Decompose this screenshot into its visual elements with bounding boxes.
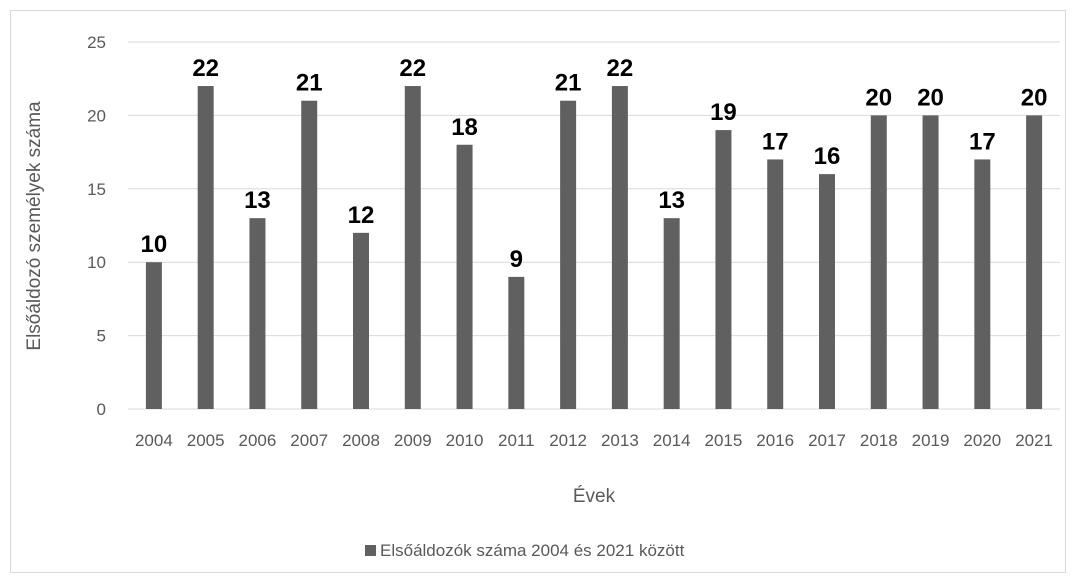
data-label-2013: 22: [607, 55, 634, 82]
data-label-2004: 10: [141, 231, 168, 258]
data-labels: 10 22 13 21 12 22 18 9 21 22 13 19 17 16 20 20 17 20: [141, 55, 1048, 273]
bar-2015: [715, 130, 732, 409]
y-tick-label: 10: [87, 253, 106, 272]
bar-2018: [870, 115, 887, 410]
x-tick-label-2011: 2011: [498, 431, 535, 450]
bar-2008: [353, 232, 369, 409]
bar-2007: [301, 100, 318, 409]
data-label-2007: 21: [296, 70, 323, 97]
x-axis-title: Évek: [573, 486, 616, 507]
data-label-2017: 16: [814, 143, 841, 170]
x-tick-label-2009: 2009: [394, 431, 432, 450]
data-label-2012: 21: [555, 70, 582, 97]
x-tick-label-2012: 2012: [549, 431, 587, 450]
gridlines: [128, 41, 1060, 410]
x-tick-label-2006: 2006: [239, 431, 277, 450]
data-label-2010: 18: [451, 114, 478, 141]
bar-2005: [197, 86, 214, 409]
bar-2012: [560, 100, 577, 409]
x-tick-label-2014: 2014: [653, 431, 691, 450]
x-tick-label-2010: 2010: [446, 431, 484, 450]
bar-2014: [663, 218, 680, 409]
x-tick-label-2005: 2005: [187, 431, 225, 450]
data-label-2016: 17: [762, 128, 789, 155]
x-tick-label-2017: 2017: [808, 431, 846, 450]
bar-2004: [145, 262, 162, 409]
y-axis-tick-labels: 0 5 10 15 20 25: [87, 33, 106, 419]
data-label-2005: 22: [192, 55, 219, 82]
data-label-2020: 17: [969, 128, 996, 155]
chart-frame: [10, 10, 1066, 573]
legend: Elsőáldozók száma 2004 és 2021 között: [365, 541, 685, 560]
data-label-2019: 20: [917, 84, 944, 111]
x-tick-label-2008: 2008: [342, 431, 380, 450]
y-tick-label: 25: [87, 33, 106, 52]
y-tick-label: 15: [87, 180, 106, 199]
data-label-2006: 13: [244, 187, 271, 214]
y-tick-label: 0: [97, 400, 106, 419]
x-tick-label-2016: 2016: [756, 431, 794, 450]
bar-2021: [1026, 115, 1043, 410]
bar-2016: [767, 159, 784, 409]
bar-2013: [611, 86, 628, 409]
bar-2019: [922, 115, 939, 410]
x-tick-label-2018: 2018: [860, 431, 898, 450]
bar-2017: [819, 174, 835, 409]
x-tick-label-2007: 2007: [290, 431, 328, 450]
data-label-2015: 19: [710, 99, 737, 126]
y-axis-title: Elsőáldozó személyek száma: [24, 101, 45, 351]
bars: [145, 86, 1043, 410]
data-label-2011: 9: [510, 246, 523, 273]
x-tick-label-2020: 2020: [963, 431, 1001, 450]
bar-2011: [508, 276, 525, 409]
data-label-2008: 12: [348, 202, 375, 229]
x-tick-label-2004: 2004: [135, 431, 173, 450]
x-tick-label-2013: 2013: [601, 431, 639, 450]
legend-swatch: [365, 545, 376, 556]
data-label-2014: 13: [658, 187, 685, 214]
data-label-2009: 22: [399, 55, 426, 82]
bar-2009: [404, 86, 421, 409]
data-label-2018: 20: [865, 84, 892, 111]
data-label-2021: 20: [1021, 84, 1048, 111]
bar-2010: [456, 144, 473, 409]
x-tick-label-2019: 2019: [912, 431, 950, 450]
x-axis-tick-labels: 2004 2005 2006 2007 2008 2009 2010 2011 2012 2013…: [135, 431, 1053, 450]
legend-label: Elsőáldozók száma 2004 és 2021 között: [380, 541, 685, 560]
y-tick-label: 5: [97, 327, 106, 346]
y-tick-label: 20: [87, 106, 106, 125]
bar-2020: [974, 159, 991, 409]
x-tick-label-2015: 2015: [705, 431, 743, 450]
bar-2006: [249, 218, 266, 409]
x-tick-label-2021: 2021: [1015, 431, 1053, 450]
